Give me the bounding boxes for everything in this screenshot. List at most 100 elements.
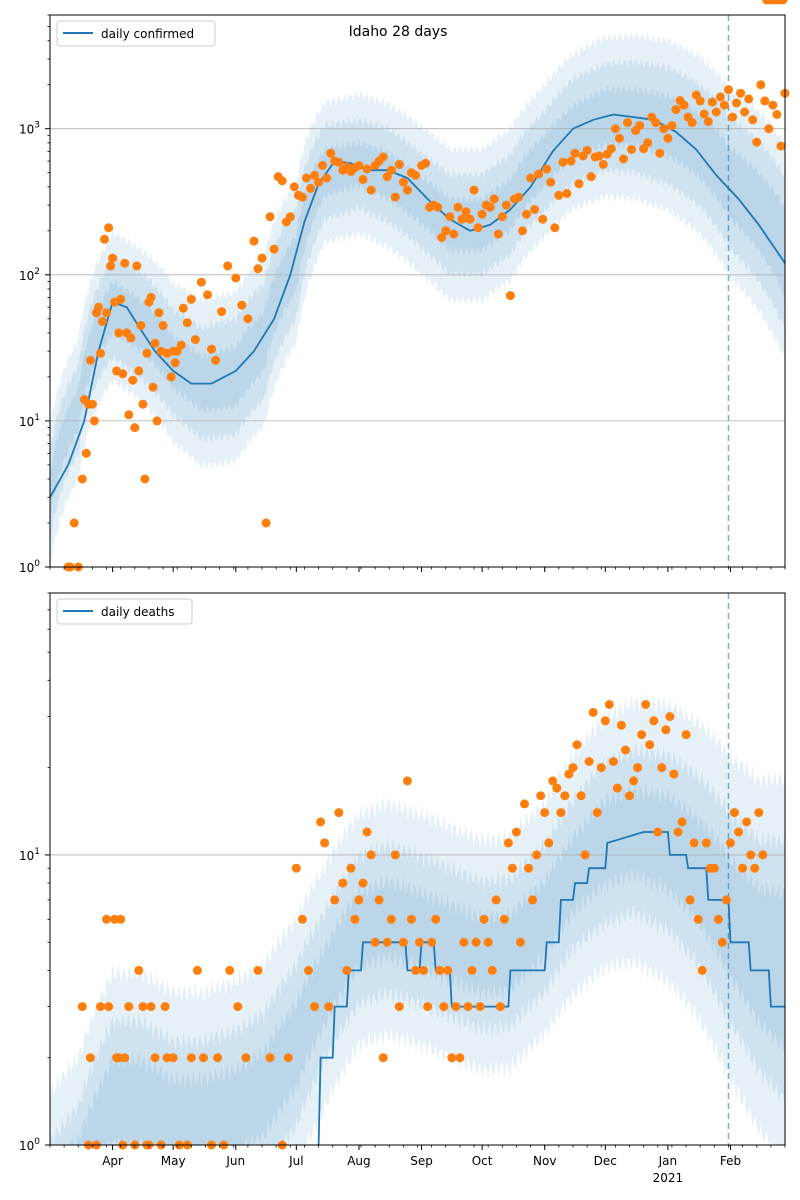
data-point (253, 264, 263, 274)
data-point (669, 769, 679, 779)
data-point (104, 1002, 114, 1012)
data-point (136, 321, 146, 330)
data-point (534, 169, 544, 179)
data-point (108, 253, 118, 263)
data-point (100, 234, 109, 244)
data-point (728, 112, 737, 122)
data-point (697, 965, 707, 975)
data-point (211, 355, 221, 365)
data-point (433, 202, 443, 212)
data-point (394, 159, 404, 169)
data-point (734, 827, 744, 837)
data-point (659, 124, 669, 134)
data-point (758, 850, 768, 860)
x-tick-label: Feb (720, 1154, 741, 1168)
data-point (140, 474, 150, 484)
data-point (516, 937, 525, 947)
data-point (152, 416, 162, 426)
y-tick-label: 101 (19, 413, 40, 429)
data-point (199, 1053, 208, 1063)
data-point (374, 895, 384, 905)
data-point (98, 316, 107, 326)
confirmed-observed-points (63, 80, 790, 572)
data-point (362, 164, 372, 174)
data-point (479, 914, 489, 924)
data-point (724, 85, 733, 95)
data-point (81, 448, 91, 458)
data-point (594, 151, 604, 161)
data-point (461, 207, 471, 217)
data-point (495, 1002, 505, 1012)
data-point (382, 172, 392, 182)
data-point (447, 1053, 457, 1063)
data-point (378, 1053, 388, 1063)
data-point (415, 937, 424, 947)
data-point (182, 318, 192, 328)
data-point (257, 253, 267, 263)
confirmed-legend-label: daily confirmed (101, 27, 194, 41)
data-point (114, 328, 124, 338)
data-point (421, 158, 431, 168)
data-point (600, 716, 610, 726)
data-point (514, 192, 523, 202)
data-point (160, 1002, 170, 1012)
data-point (243, 314, 253, 324)
data-point (324, 1002, 334, 1012)
data-point (641, 700, 651, 709)
y-tick-label: 103 (19, 121, 40, 137)
data-point (598, 159, 608, 169)
data-point (297, 914, 307, 924)
data-point (643, 138, 653, 148)
data-point (231, 273, 241, 283)
data-point (386, 165, 396, 175)
data-point (655, 148, 665, 158)
data-point (94, 302, 103, 312)
band-inner (50, 781, 785, 1145)
data-point (524, 863, 534, 873)
data-point (453, 202, 463, 212)
data-point (132, 261, 142, 271)
data-point (475, 1002, 485, 1012)
data-point (596, 763, 606, 773)
data-point (366, 850, 376, 860)
data-point (471, 937, 481, 947)
data-point (501, 200, 511, 210)
data-point (778, 0, 788, 5)
data-point (625, 791, 634, 801)
data-point (487, 965, 497, 975)
data-point (608, 757, 618, 766)
data-point (582, 145, 592, 155)
data-point (69, 518, 79, 528)
data-point (338, 878, 348, 888)
data-point (265, 1053, 275, 1063)
data-point (342, 965, 352, 975)
data-point (699, 109, 709, 119)
data-point (390, 192, 400, 202)
data-point (120, 1053, 130, 1063)
data-point (701, 838, 711, 848)
confirmed-panel: 100 101 102 103 Idaho 28 days daily confirm… (19, 14, 790, 575)
data-point (614, 133, 624, 143)
data-point (469, 185, 479, 195)
data-point (170, 358, 180, 368)
data-point (168, 1053, 178, 1063)
data-point (190, 335, 200, 345)
data-point (265, 212, 275, 222)
x-tick-label: Nov (533, 1154, 556, 1168)
data-point (126, 333, 136, 343)
data-point (192, 965, 202, 975)
data-point (354, 161, 364, 170)
data-point (134, 366, 144, 376)
data-point (730, 808, 739, 818)
data-point (124, 410, 134, 420)
data-point (269, 244, 279, 254)
data-point (116, 914, 126, 924)
data-point (713, 914, 723, 924)
data-point (526, 173, 536, 183)
data-point (378, 152, 388, 162)
data-point (574, 179, 584, 189)
data-point (358, 878, 368, 888)
data-point (738, 863, 748, 873)
data-point (441, 226, 451, 236)
data-point (346, 863, 356, 873)
